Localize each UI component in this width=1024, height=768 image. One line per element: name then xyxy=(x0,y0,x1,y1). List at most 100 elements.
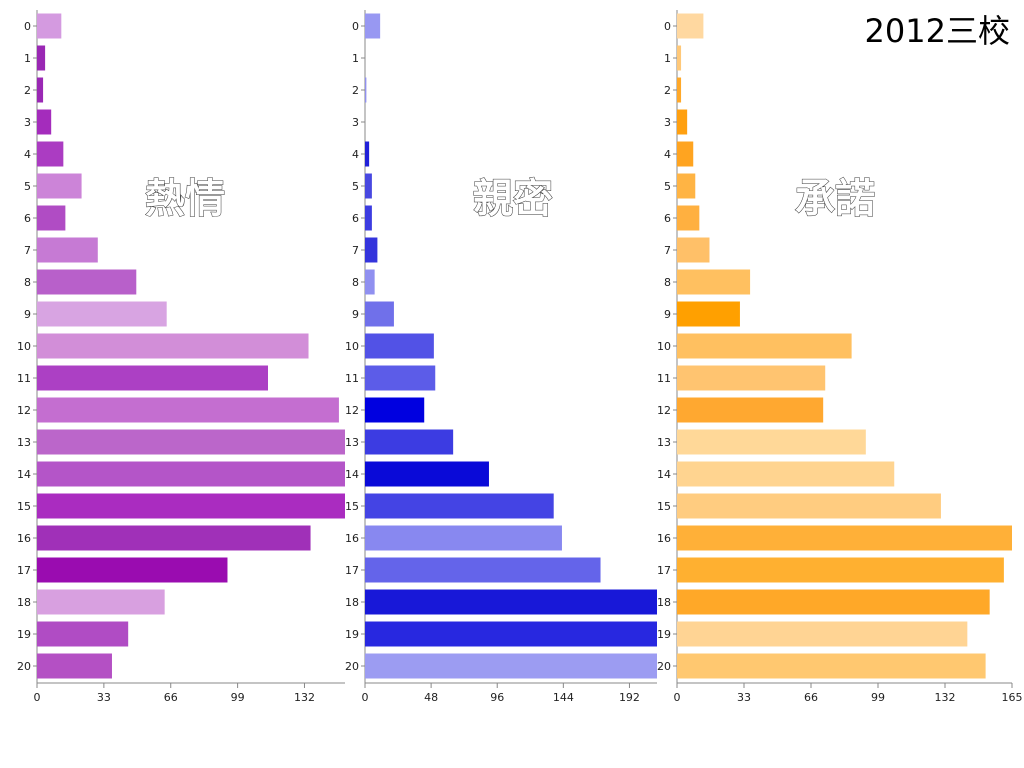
bar xyxy=(365,77,367,103)
x-tick-label: 0 xyxy=(674,691,681,704)
y-tick-label: 11 xyxy=(657,372,671,385)
bar xyxy=(37,205,66,231)
bar xyxy=(677,77,682,103)
bar xyxy=(365,301,394,327)
bar xyxy=(37,493,345,519)
x-tick-label: 99 xyxy=(231,691,245,704)
y-tick-label: 5 xyxy=(24,180,31,193)
x-tick-label: 0 xyxy=(362,691,369,704)
chart-title: 承諾 xyxy=(795,176,875,222)
y-tick-label: 2 xyxy=(664,84,671,97)
bar xyxy=(37,365,268,391)
y-tick-label: 13 xyxy=(657,436,671,449)
y-tick-label: 7 xyxy=(24,244,31,257)
y-tick-label: 13 xyxy=(17,436,31,449)
y-tick-label: 15 xyxy=(345,500,359,513)
y-tick-label: 4 xyxy=(352,148,359,161)
y-tick-label: 19 xyxy=(345,628,359,641)
bar xyxy=(677,301,740,327)
y-tick-label: 17 xyxy=(345,564,359,577)
bar xyxy=(37,77,44,103)
x-tick-label: 192 xyxy=(619,691,640,704)
bar xyxy=(37,589,165,615)
x-tick-label: 132 xyxy=(935,691,956,704)
bar xyxy=(365,589,657,615)
y-tick-label: 20 xyxy=(17,660,31,673)
bar xyxy=(677,493,941,519)
y-tick-label: 18 xyxy=(657,596,671,609)
bar xyxy=(677,653,986,679)
bar xyxy=(365,173,372,199)
bar xyxy=(365,525,562,551)
y-tick-label: 1 xyxy=(664,52,671,65)
y-tick-label: 2 xyxy=(352,84,359,97)
y-tick-label: 12 xyxy=(657,404,671,417)
y-tick-label: 5 xyxy=(664,180,671,193)
y-tick-label: 9 xyxy=(352,308,359,321)
y-tick-label: 2 xyxy=(24,84,31,97)
y-tick-label: 10 xyxy=(17,340,31,353)
y-tick-label: 6 xyxy=(352,212,359,225)
bar xyxy=(37,429,345,455)
y-tick-label: 0 xyxy=(352,20,359,33)
y-tick-label: 15 xyxy=(17,500,31,513)
bar xyxy=(365,557,601,583)
bar xyxy=(677,397,824,423)
y-tick-label: 3 xyxy=(352,116,359,129)
x-tick-label: 0 xyxy=(34,691,41,704)
x-tick-label: 48 xyxy=(424,691,438,704)
bar xyxy=(365,621,657,647)
bar xyxy=(677,365,826,391)
bar xyxy=(677,269,751,295)
page-title: 2012三校 xyxy=(864,12,1010,50)
y-tick-label: 1 xyxy=(24,52,31,65)
y-tick-label: 13 xyxy=(345,436,359,449)
y-tick-label: 14 xyxy=(345,468,359,481)
bar xyxy=(677,429,866,455)
y-tick-label: 0 xyxy=(664,20,671,33)
y-tick-label: 5 xyxy=(352,180,359,193)
y-tick-label: 12 xyxy=(17,404,31,417)
bar xyxy=(677,461,895,487)
y-tick-label: 8 xyxy=(24,276,31,289)
bar xyxy=(37,557,228,583)
bar xyxy=(37,461,345,487)
bar xyxy=(365,13,381,39)
y-tick-label: 16 xyxy=(345,532,359,545)
y-tick-label: 17 xyxy=(17,564,31,577)
bar xyxy=(37,397,339,423)
bar xyxy=(677,589,990,615)
bar xyxy=(365,333,434,359)
y-tick-label: 7 xyxy=(664,244,671,257)
y-tick-label: 11 xyxy=(17,372,31,385)
y-tick-label: 19 xyxy=(17,628,31,641)
bar xyxy=(365,269,375,295)
bar xyxy=(37,109,52,135)
y-tick-label: 10 xyxy=(657,340,671,353)
x-tick-label: 144 xyxy=(553,691,574,704)
bar xyxy=(365,653,657,679)
bar xyxy=(37,13,62,39)
y-tick-label: 3 xyxy=(24,116,31,129)
y-tick-label: 6 xyxy=(24,212,31,225)
bar xyxy=(677,45,682,71)
bar xyxy=(37,525,311,551)
y-tick-label: 1 xyxy=(352,52,359,65)
bar xyxy=(677,525,1012,551)
x-tick-label: 96 xyxy=(490,691,504,704)
x-tick-label: 99 xyxy=(871,691,885,704)
bar xyxy=(677,173,696,199)
chart-title: 親密 xyxy=(473,176,553,222)
x-tick-label: 165 xyxy=(1002,691,1023,704)
bar xyxy=(365,237,378,263)
y-tick-label: 4 xyxy=(24,148,31,161)
y-tick-label: 18 xyxy=(17,596,31,609)
y-tick-label: 8 xyxy=(352,276,359,289)
bar xyxy=(365,493,554,519)
bar xyxy=(677,557,1004,583)
bar xyxy=(365,461,489,487)
bar xyxy=(37,301,167,327)
bar xyxy=(677,109,688,135)
